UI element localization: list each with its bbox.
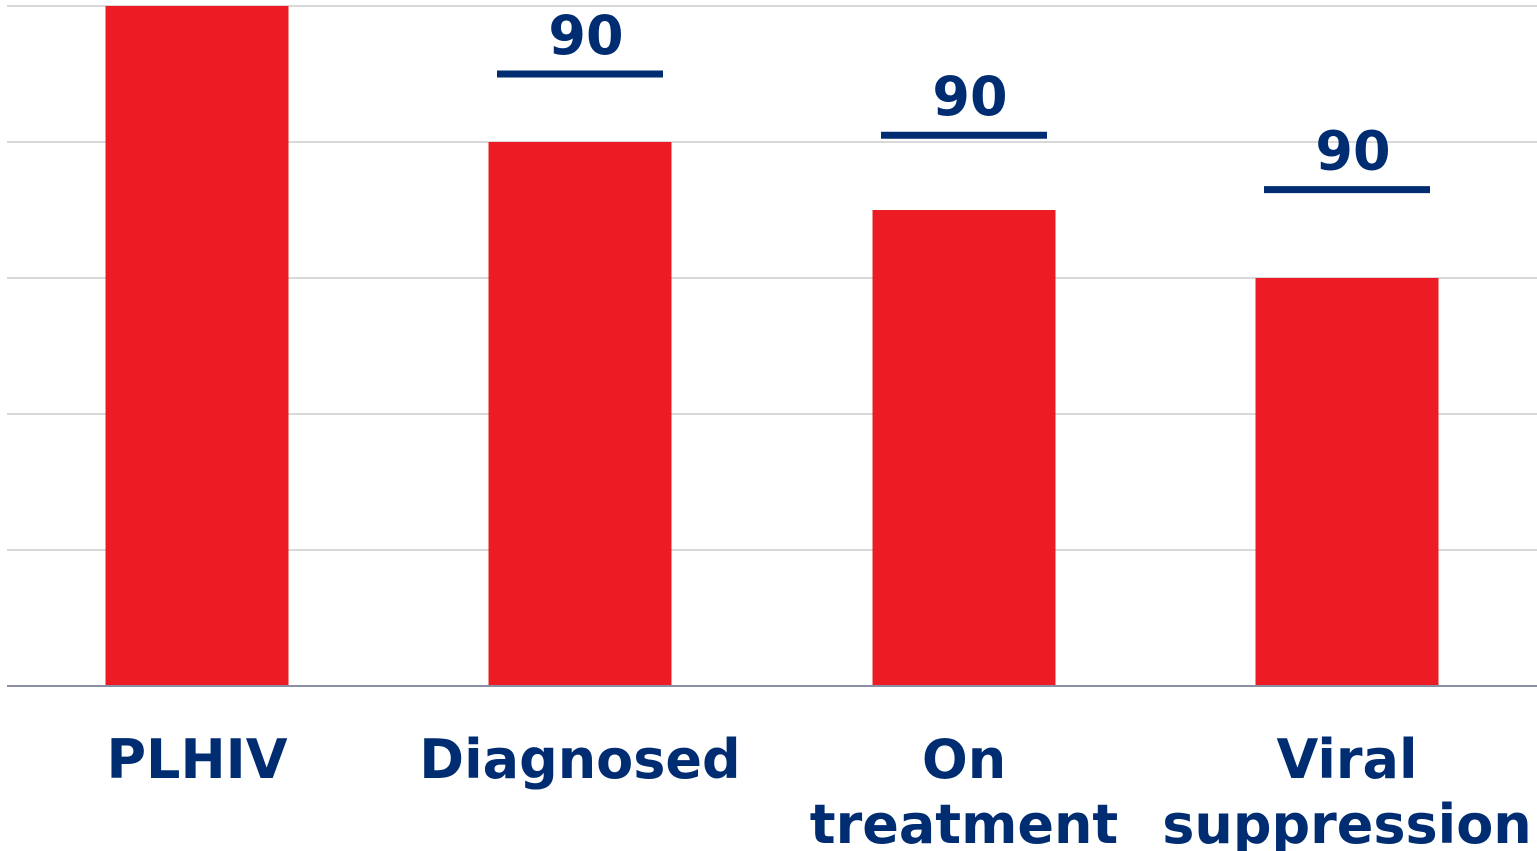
- bar: [105, 6, 289, 686]
- x-tick-label: treatment: [810, 793, 1118, 851]
- x-tick-label: Diagnosed: [419, 728, 740, 791]
- target-label: 90: [1315, 120, 1390, 183]
- bar: [488, 142, 672, 686]
- x-tick-label: suppression: [1162, 793, 1531, 851]
- bar: [872, 210, 1056, 686]
- x-tick-label: PLHIV: [106, 728, 287, 791]
- target-label: 90: [932, 65, 1007, 128]
- bar: [1255, 278, 1439, 686]
- target-label: 90: [548, 4, 623, 67]
- x-tick-label: Viral: [1277, 728, 1418, 791]
- x-tick-label: On: [922, 728, 1006, 791]
